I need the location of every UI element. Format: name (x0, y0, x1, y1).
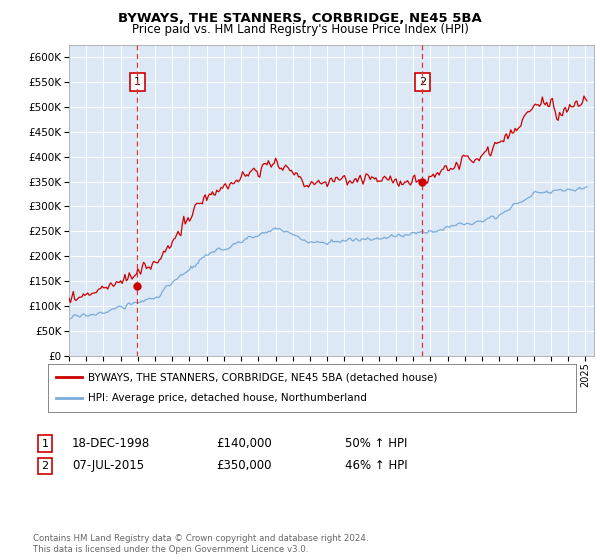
Text: £350,000: £350,000 (216, 459, 271, 473)
Text: Price paid vs. HM Land Registry's House Price Index (HPI): Price paid vs. HM Land Registry's House … (131, 23, 469, 36)
Text: BYWAYS, THE STANNERS, CORBRIDGE, NE45 5BA (detached house): BYWAYS, THE STANNERS, CORBRIDGE, NE45 5B… (88, 372, 437, 382)
Text: 07-JUL-2015: 07-JUL-2015 (72, 459, 144, 473)
Text: Contains HM Land Registry data © Crown copyright and database right 2024.
This d: Contains HM Land Registry data © Crown c… (33, 534, 368, 554)
Text: 1: 1 (41, 438, 49, 449)
Text: 2: 2 (41, 461, 49, 471)
Text: 18-DEC-1998: 18-DEC-1998 (72, 437, 150, 450)
Text: 1: 1 (134, 77, 140, 87)
Text: BYWAYS, THE STANNERS, CORBRIDGE, NE45 5BA: BYWAYS, THE STANNERS, CORBRIDGE, NE45 5B… (118, 12, 482, 25)
Text: 50% ↑ HPI: 50% ↑ HPI (345, 437, 407, 450)
Text: HPI: Average price, detached house, Northumberland: HPI: Average price, detached house, Nort… (88, 393, 367, 403)
Text: 46% ↑ HPI: 46% ↑ HPI (345, 459, 407, 473)
Text: 2: 2 (419, 77, 426, 87)
Text: £140,000: £140,000 (216, 437, 272, 450)
